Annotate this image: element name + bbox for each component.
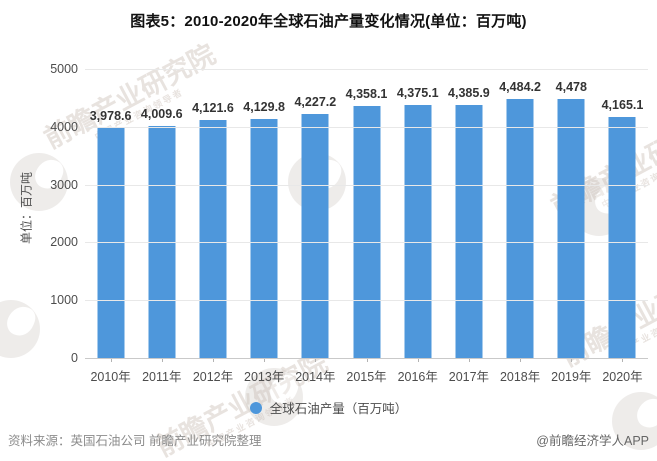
legend: 全球石油产量（百万吨） <box>0 398 657 417</box>
x-tick <box>571 358 573 362</box>
x-tick <box>468 358 470 362</box>
bar <box>455 104 483 358</box>
bar <box>404 105 432 358</box>
x-tick <box>417 358 419 362</box>
legend-label: 全球石油产量（百万吨） <box>269 402 408 416</box>
x-tick <box>264 358 266 362</box>
bars-row: 3,978.6 2010年 4,009.6 2011年 4,121.6 2012年 4,12… <box>85 69 648 385</box>
x-tick <box>315 358 317 362</box>
bar <box>148 126 176 358</box>
x-tick <box>110 358 112 362</box>
bar <box>608 117 636 358</box>
bar-value-label: 4,484.2 <box>499 79 541 94</box>
x-tick-label: 2011年 <box>142 370 182 384</box>
x-tick <box>622 358 624 362</box>
x-tick-label: 2013年 <box>244 370 285 384</box>
x-tick <box>212 358 214 362</box>
credit-text: @前瞻经济学人APP <box>536 434 649 448</box>
y-tick-label: 1000 <box>50 293 78 308</box>
bar <box>250 119 278 358</box>
x-tick-label: 2017年 <box>448 370 490 384</box>
legend-marker-icon <box>249 401 262 414</box>
x-tick-label: 2020年 <box>602 370 643 384</box>
bar <box>199 119 227 358</box>
x-axis-line <box>85 358 648 359</box>
bar-slot: 4,009.6 2011年 <box>136 69 187 384</box>
y-axis-labels: 0 1000 2000 3000 4000 5000 <box>0 62 78 365</box>
bar-slot: 4,129.8 2013年 <box>239 69 290 384</box>
bar-value-label: 4,478 <box>555 80 587 95</box>
bar-slot: 4,227.2 2014年 <box>290 69 341 384</box>
bar-value-label: 4,385.9 <box>448 85 490 100</box>
bar-value-label: 4,121.6 <box>192 100 234 115</box>
bar <box>301 113 329 358</box>
x-tick-label: 2014年 <box>295 370 336 384</box>
gridline <box>85 300 648 302</box>
bar-slot: 4,375.1 2016年 <box>392 69 443 384</box>
bar-slot: 4,385.9 2017年 <box>443 69 494 385</box>
bar-slot: 4,484.2 2018年 <box>495 69 546 384</box>
bar-slot: 4,121.6 2012年 <box>187 69 238 384</box>
bar <box>506 98 534 358</box>
bar-value-label: 4,129.8 <box>243 100 286 115</box>
bar <box>353 106 381 358</box>
bar-value-label: 4,009.6 <box>140 107 183 122</box>
bar-value-label: 3,978.6 <box>89 109 132 124</box>
bar <box>557 99 585 358</box>
bar-slot: 3,978.6 2010年 <box>85 69 136 384</box>
y-tick-label: 3000 <box>50 177 78 192</box>
gridline <box>85 242 648 244</box>
bar-slot: 4,358.1 2015年 <box>341 69 392 384</box>
bar-value-label: 4,165.1 <box>601 98 644 113</box>
x-tick-label: 2016年 <box>397 370 438 384</box>
x-tick-label: 2012年 <box>192 370 234 384</box>
bar-slot: 4,165.1 2020年 <box>597 69 648 384</box>
x-tick-label: 2019年 <box>551 370 592 384</box>
x-tick-label: 2010年 <box>90 370 131 384</box>
bar-value-label: 4,227.2 <box>294 94 337 109</box>
gridline <box>85 69 648 70</box>
x-tick-label: 2015年 <box>346 370 387 384</box>
chart-title: 图表5：2010-2020年全球石油产量变化情况(单位：百万吨) <box>130 13 527 30</box>
bar-value-label: 4,375.1 <box>396 86 439 101</box>
y-tick-label: 0 <box>71 351 78 365</box>
y-tick-label: 4000 <box>50 119 78 134</box>
bar-slot: 4,478 2019年 <box>546 69 597 384</box>
x-tick <box>161 358 163 362</box>
gridline <box>85 184 648 186</box>
bar-value-label: 4,358.1 <box>345 87 388 102</box>
plot-area: 3,978.6 2010年 4,009.6 2011年 4,121.6 2012年 4,12… <box>85 69 648 385</box>
y-tick-label: 2000 <box>50 235 78 250</box>
footer: 资料来源：英国石油公司 前瞻产业研究院整理 @前瞻经济学人APP <box>8 430 649 449</box>
x-tick <box>366 358 368 362</box>
source-text: 资料来源：英国石油公司 前瞻产业研究院整理 <box>8 434 262 448</box>
gridline <box>85 126 648 128</box>
y-tick-label: 5000 <box>50 62 78 76</box>
x-tick <box>520 358 522 362</box>
x-tick-label: 2018年 <box>499 370 541 384</box>
